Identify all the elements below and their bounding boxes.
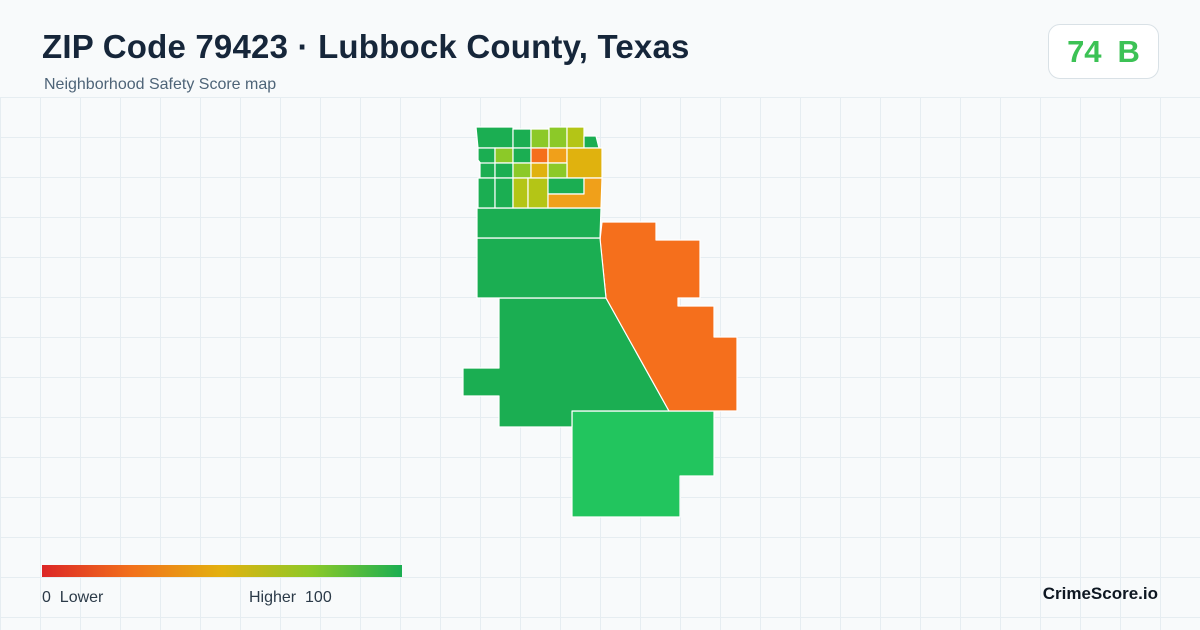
tract-w2[interactable]: [494, 147, 514, 164]
tract-n3[interactable]: [548, 126, 568, 149]
page-title: ZIP Code 79423 · Lubbock County, Texas: [42, 28, 690, 65]
tract-n5[interactable]: [583, 135, 600, 149]
score-grade: B: [1117, 33, 1140, 69]
tract-m3[interactable]: [512, 162, 532, 179]
tract-south-east[interactable]: [571, 410, 715, 518]
tract-n1[interactable]: [512, 128, 532, 149]
legend-gradient-bar: [42, 565, 402, 577]
tract-north-band[interactable]: [476, 207, 602, 239]
tract-m6[interactable]: [512, 177, 529, 209]
tract-n4[interactable]: [566, 126, 585, 149]
tract-w5[interactable]: [477, 177, 496, 209]
tract-east-corridor[interactable]: [599, 221, 738, 412]
tract-north-mid[interactable]: [476, 237, 607, 299]
legend-low-label: 0 Lower: [42, 589, 103, 607]
tract-w6[interactable]: [494, 177, 514, 209]
tract-nw-top[interactable]: [475, 126, 514, 149]
header-band: [0, 0, 1200, 97]
tract-ne1[interactable]: [566, 147, 603, 179]
tract-m2[interactable]: [547, 147, 568, 164]
legend-low-value: 0: [42, 589, 51, 606]
tract-w4[interactable]: [494, 162, 514, 179]
brand-logo-text[interactable]: CrimeScore.io: [1042, 584, 1158, 603]
tract-m5[interactable]: [547, 162, 568, 179]
legend-low-text: Lower: [59, 589, 104, 606]
legend-high-value: 100: [305, 589, 332, 606]
tract-m1[interactable]: [512, 147, 532, 164]
legend-high-text: Higher: [249, 589, 297, 606]
score-value: 74: [1067, 33, 1102, 69]
tract-w3[interactable]: [479, 162, 496, 179]
page-subtitle: Neighborhood Safety Score map: [44, 76, 277, 93]
tract-n2[interactable]: [530, 128, 550, 149]
tract-hotspot[interactable]: [530, 147, 549, 164]
legend-high-label: Higher 100: [249, 589, 332, 607]
safety-score-badge: 74 B: [1048, 24, 1159, 79]
tract-m7[interactable]: [527, 177, 549, 209]
tract-se-amber[interactable]: [547, 177, 603, 209]
tract-m4[interactable]: [530, 162, 549, 179]
tract-m8[interactable]: [547, 177, 585, 195]
